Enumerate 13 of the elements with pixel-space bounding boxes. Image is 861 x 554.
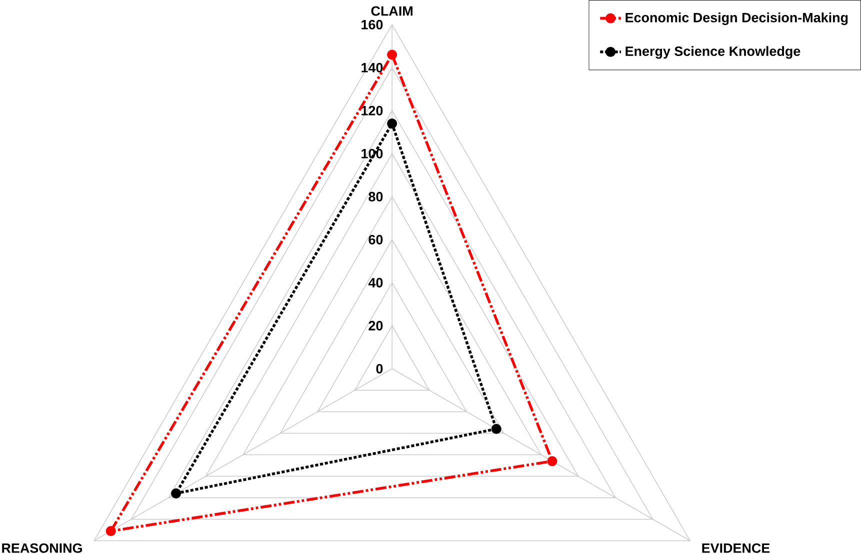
- y-tick-label: 140: [362, 62, 383, 72]
- legend-label: Economic Design Decision-Making: [626, 12, 848, 26]
- y-tick-label: 120: [362, 106, 383, 116]
- y-tick-label: 40: [368, 278, 383, 288]
- y-tick-label: 0: [376, 364, 383, 374]
- y-tick-label: 80: [368, 192, 383, 202]
- legend-label: Energy Science Knowledge: [626, 46, 800, 59]
- spoke-label: CLAIM: [371, 6, 412, 16]
- y-tick-label: 160: [362, 20, 383, 30]
- spoke-label: EVIDENCE: [702, 543, 770, 553]
- spoke-label: REASONING: [2, 543, 82, 553]
- y-tick-label: 20: [368, 320, 383, 330]
- y-tick-label: 60: [368, 234, 383, 244]
